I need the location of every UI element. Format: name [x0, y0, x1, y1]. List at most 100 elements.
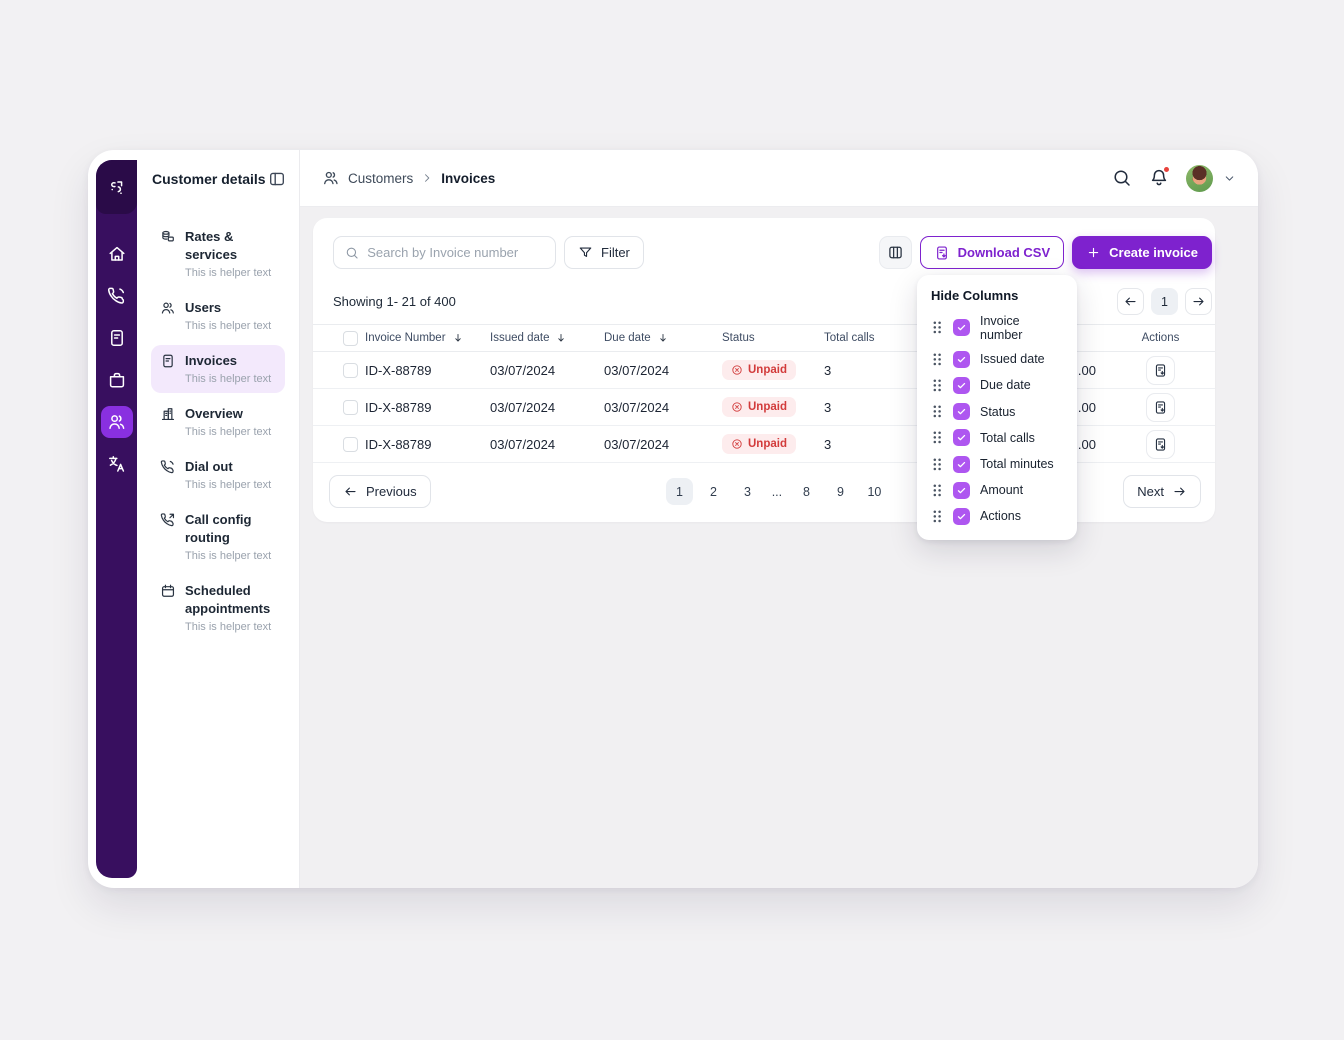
- sidebar-item-dial-out[interactable]: Dial out This is helper text: [151, 451, 285, 499]
- checkbox-checked-icon[interactable]: [953, 455, 970, 473]
- hide-columns-item-label: Amount: [980, 483, 1024, 498]
- logo-icon: [110, 180, 123, 194]
- invoice-search-field[interactable]: [333, 236, 556, 269]
- collapse-sidebar-button[interactable]: [268, 170, 286, 188]
- column-header-status[interactable]: Status: [722, 332, 755, 344]
- manage-columns-button[interactable]: [878, 236, 912, 269]
- rail-language-button[interactable]: [101, 448, 133, 480]
- sidebar-item-call-config-routing[interactable]: Call config routing This is helper text: [151, 504, 285, 570]
- previous-page-button[interactable]: Previous: [329, 475, 431, 508]
- circle-x-icon: [732, 439, 742, 449]
- page-button-10[interactable]: 10: [861, 478, 888, 505]
- drag-handle-icon[interactable]: [931, 404, 943, 419]
- row-checkbox[interactable]: [343, 436, 358, 452]
- checkbox-checked-icon[interactable]: [953, 319, 970, 337]
- rail-workspace-button[interactable]: [101, 364, 133, 396]
- hide-columns-item-total-calls[interactable]: Total calls: [917, 425, 1077, 451]
- column-header-total-calls[interactable]: Total calls: [824, 332, 875, 344]
- topbar-actions: [1112, 164, 1236, 192]
- file-download-icon: [1155, 400, 1166, 414]
- sidebar-item-scheduled-appointments[interactable]: Scheduled appointments This is helper te…: [151, 575, 285, 641]
- sidebar-item-helper: This is helper text: [185, 373, 272, 385]
- drag-handle-icon[interactable]: [931, 378, 943, 393]
- row-checkbox[interactable]: [343, 399, 358, 415]
- app-logo[interactable]: [96, 160, 137, 214]
- notifications-button[interactable]: [1149, 166, 1170, 188]
- mini-next-button[interactable]: [1185, 288, 1212, 315]
- row-checkbox[interactable]: [343, 362, 358, 378]
- next-page-button[interactable]: Next: [1123, 475, 1201, 508]
- calendar-icon: [160, 583, 176, 604]
- column-header-actions: Actions: [1141, 332, 1180, 344]
- secondary-sidebar: Customer details Rates & services This i…: [137, 150, 300, 888]
- checkbox-checked-icon[interactable]: [953, 350, 970, 368]
- profile-menu-button[interactable]: [1223, 172, 1236, 185]
- invoices-card: Filter Download CSV Create invoice: [313, 218, 1215, 522]
- column-header-issued-date[interactable]: Issued date: [490, 332, 550, 344]
- phone-icon: [160, 459, 176, 480]
- download-invoice-button[interactable]: [1146, 392, 1175, 422]
- breadcrumb-customers[interactable]: Customers: [348, 170, 414, 186]
- circle-x-icon: [732, 402, 742, 412]
- hide-columns-item-total-minutes[interactable]: Total minutes: [917, 451, 1077, 477]
- checkbox-checked-icon[interactable]: [953, 507, 970, 525]
- column-header-invoice-number[interactable]: Invoice Number: [365, 332, 446, 344]
- drag-handle-icon[interactable]: [931, 352, 943, 367]
- hide-columns-item-issued-date[interactable]: Issued date: [917, 346, 1077, 372]
- checkbox-checked-icon[interactable]: [953, 376, 970, 394]
- download-invoice-button[interactable]: [1146, 429, 1175, 459]
- circle-x-icon: [732, 365, 742, 375]
- create-invoice-button[interactable]: Create invoice: [1072, 236, 1212, 269]
- hide-columns-item-status[interactable]: Status: [917, 399, 1077, 425]
- sort-down-icon[interactable]: [555, 332, 567, 344]
- panel-toggle-icon: [270, 172, 284, 185]
- column-header-due-date[interactable]: Due date: [604, 332, 651, 344]
- sort-down-icon[interactable]: [452, 332, 464, 344]
- drag-handle-icon[interactable]: [931, 430, 943, 445]
- page-button-3[interactable]: 3: [734, 478, 761, 505]
- sidebar-item-rates-services[interactable]: Rates & services This is helper text: [151, 221, 285, 287]
- hide-columns-item-due-date[interactable]: Due date: [917, 372, 1077, 398]
- rail-documents-button[interactable]: [101, 322, 133, 354]
- sort-down-icon[interactable]: [657, 332, 669, 344]
- drag-handle-icon[interactable]: [931, 320, 943, 335]
- page-numbers: 1 2 3 ... 8 9 10: [431, 478, 1124, 505]
- filter-button[interactable]: Filter: [564, 236, 644, 269]
- checkbox-checked-icon[interactable]: [953, 481, 970, 499]
- mini-prev-button[interactable]: [1117, 288, 1144, 315]
- page-button-2[interactable]: 2: [700, 478, 727, 505]
- drag-handle-icon[interactable]: [931, 483, 943, 498]
- table-row: ID-X-88789 03/07/2024 03/07/2024 Unpaid …: [313, 426, 1215, 463]
- page-button-8[interactable]: 8: [793, 478, 820, 505]
- search-icon: [346, 247, 358, 259]
- download-csv-label: Download CSV: [957, 245, 1051, 260]
- sidebar-item-invoices[interactable]: Invoices This is helper text: [151, 345, 285, 393]
- rail-calls-button[interactable]: [101, 280, 133, 312]
- hide-columns-item-amount[interactable]: Amount: [917, 477, 1077, 503]
- rail-icon-list: [96, 214, 137, 878]
- search-input[interactable]: [367, 245, 544, 260]
- previous-label: Previous: [366, 484, 417, 499]
- drag-handle-icon[interactable]: [931, 457, 943, 472]
- sidebar-item-label: Rates & services: [185, 229, 238, 262]
- hide-columns-item-invoice-number[interactable]: Invoice number: [917, 309, 1077, 346]
- checkbox-checked-icon[interactable]: [953, 429, 970, 447]
- select-all-checkbox[interactable]: [343, 330, 358, 346]
- checkbox-checked-icon[interactable]: [953, 403, 970, 421]
- avatar[interactable]: [1186, 164, 1213, 192]
- download-invoice-button[interactable]: [1146, 355, 1175, 385]
- download-csv-button[interactable]: Download CSV: [919, 236, 1065, 269]
- page-button-9[interactable]: 9: [827, 478, 854, 505]
- drag-handle-icon[interactable]: [931, 509, 943, 524]
- global-search-button[interactable]: [1112, 168, 1132, 188]
- breadcrumb-invoices[interactable]: Invoices: [441, 170, 496, 186]
- amount-cell: .00: [1077, 436, 1096, 452]
- page-button-1[interactable]: 1: [665, 478, 693, 505]
- sidebar-item-overview[interactable]: Overview This is helper text: [151, 398, 285, 446]
- rail-customers-button[interactable]: [100, 406, 133, 438]
- table-row: ID-X-88789 03/07/2024 03/07/2024 Unpaid …: [313, 352, 1215, 389]
- rail-home-button[interactable]: [101, 238, 133, 270]
- hide-columns-item-label: Due date: [980, 378, 1031, 393]
- sidebar-item-users[interactable]: Users This is helper text: [151, 292, 285, 340]
- hide-columns-item-actions[interactable]: Actions: [917, 503, 1077, 529]
